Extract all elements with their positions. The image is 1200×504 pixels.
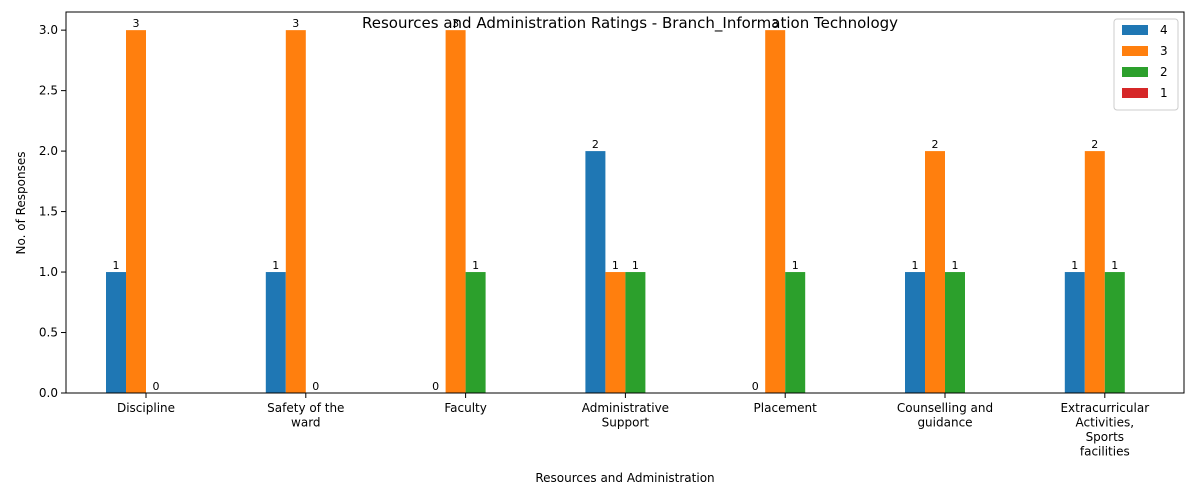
y-axis: 0.0 0.5 1.0 1.5 2.0 2.5 3.0 [39,23,66,400]
y-tick-label: 3.0 [39,23,58,37]
bar-value-label: 1 [632,259,639,272]
bar-value-label: 1 [1111,259,1118,272]
y-tick-label: 2.5 [39,84,58,98]
bar-series-2 [785,272,806,393]
x-tick-label: Placement [754,401,818,415]
chart-title: Resources and Administration Ratings - B… [362,14,898,33]
y-tick-label: 0.0 [39,386,58,400]
bar-series-4 [1064,272,1085,393]
bar-value-label: 1 [912,259,919,272]
bar-value-label: 3 [772,17,779,30]
bar-series-3 [605,272,626,393]
legend-label: 4 [1160,23,1168,37]
bar-value-label: 1 [272,259,279,272]
x-tick-label: Safety of the ward [267,401,344,430]
legend-frame [1113,18,1179,111]
plot-frame [65,11,1185,394]
bar-series-4 [905,272,925,393]
bar-value-label: 1 [1071,259,1078,272]
y-axis-label: No. of Responses [14,151,28,254]
bar-value-label: 1 [952,259,959,272]
bar-value-label: 2 [932,138,939,151]
bar-value-label: 1 [612,259,619,272]
bar-series-3 [925,151,945,393]
bar-series-4 [585,151,606,393]
bar-value-label: 0 [752,380,759,393]
bar-value-label: 0 [312,380,319,393]
x-tick-label: Administrative Support [582,401,669,430]
bars-group [106,30,1125,394]
bar-series-4 [106,272,126,393]
y-tick-label: 1.5 [39,205,58,219]
legend-label: 1 [1160,86,1168,100]
legend-swatch [1122,25,1148,35]
legend-label: 3 [1160,44,1168,58]
bar-value-label: 2 [1091,138,1098,151]
legend-swatch [1122,88,1148,98]
bar-series-2 [945,272,965,393]
bar-value-label: 0 [432,380,439,393]
bar-series-3 [1084,151,1105,393]
bar-value-label: 3 [452,17,459,30]
x-tick-label: Faculty [444,401,487,415]
bar-series-2 [625,272,646,393]
x-axis-label: Resources and Administration [535,471,714,485]
x-axis: Discipline Safety of the ward Faculty Admini… [117,393,1149,459]
x-tick-label: Discipline [117,401,175,415]
bar-value-label: 3 [133,17,140,30]
legend-swatch [1122,46,1148,56]
bar-value-label: 1 [472,259,479,272]
bar-series-3 [285,30,306,394]
bar-series-3 [765,30,786,394]
bar-series-2 [1104,272,1125,393]
bar-value-label: 2 [592,138,599,151]
x-tick-label: Extracurricular Activities, Sports faciliti… [1060,401,1149,459]
legend-label: 2 [1160,65,1168,79]
bar-value-label: 1 [113,259,120,272]
bar-value-label: 0 [153,380,160,393]
bar-value-label: 1 [792,259,799,272]
bar-series-3 [445,30,466,394]
bar-series-2 [465,272,486,393]
bar-value-label: 3 [292,17,299,30]
x-tick-label: Counselling and guidance [897,401,993,430]
y-tick-label: 1.0 [39,265,58,279]
legend: 4 3 2 1 [1113,18,1179,111]
bar-series-4 [265,272,286,393]
y-tick-label: 0.5 [39,326,58,340]
legend-swatch [1122,67,1148,77]
y-tick-label: 2.0 [39,144,58,158]
bar-series-3 [126,30,146,394]
